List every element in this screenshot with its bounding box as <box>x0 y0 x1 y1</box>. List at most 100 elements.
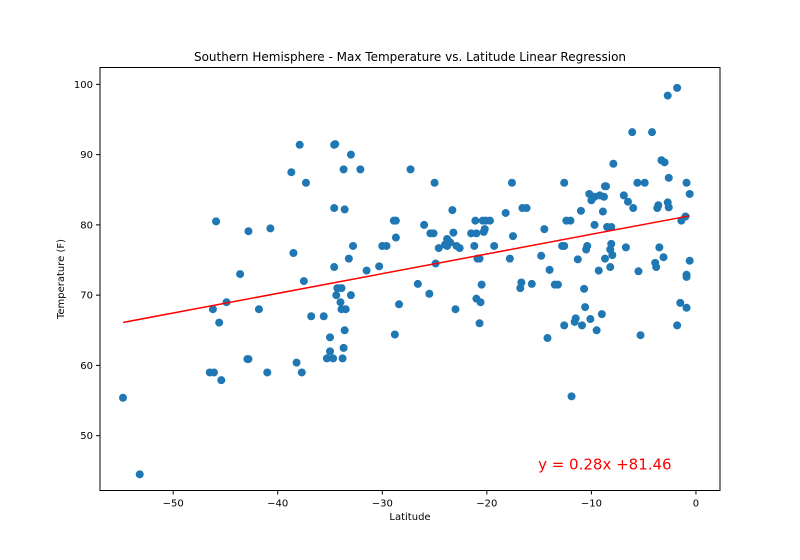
data-point <box>640 178 649 187</box>
data-point <box>598 207 607 216</box>
data-point <box>329 354 338 363</box>
data-point <box>634 267 643 276</box>
data-point <box>215 318 224 327</box>
data-point <box>581 303 590 312</box>
data-point <box>621 243 630 252</box>
data-point <box>507 178 516 187</box>
data-point <box>212 217 221 226</box>
data-point <box>217 376 226 385</box>
y-tick-label: 100 <box>74 80 93 91</box>
data-point <box>449 228 458 237</box>
data-point <box>597 310 606 319</box>
data-point <box>571 314 580 323</box>
data-point <box>522 204 531 213</box>
x-tick-label: −20 <box>476 499 497 510</box>
data-point <box>682 303 691 312</box>
regression-line-group <box>122 215 690 324</box>
data-point <box>430 178 439 187</box>
data-point <box>338 354 347 363</box>
data-point <box>322 354 331 363</box>
data-point <box>619 191 628 200</box>
data-point <box>586 315 595 324</box>
data-point <box>297 368 306 377</box>
data-point <box>266 224 275 233</box>
data-point <box>470 241 479 250</box>
data-point <box>607 239 616 248</box>
data-point <box>289 249 298 258</box>
data-point <box>448 206 457 215</box>
regression-line <box>122 215 690 324</box>
data-point <box>566 216 575 225</box>
data-point <box>119 393 128 402</box>
data-point <box>446 238 455 247</box>
y-tick-label: 90 <box>80 150 93 161</box>
data-point <box>607 223 616 232</box>
data-point <box>307 312 316 321</box>
data-point <box>337 284 346 293</box>
axes-frame <box>99 67 721 491</box>
y-tick-label: 70 <box>80 291 93 302</box>
data-point <box>676 298 685 307</box>
data-point <box>420 220 429 229</box>
data-point <box>609 159 618 168</box>
data-point <box>332 291 341 300</box>
data-point <box>356 165 365 174</box>
plot-area <box>99 67 721 491</box>
data-point <box>222 298 231 307</box>
data-point <box>673 83 682 92</box>
x-tick-label: −30 <box>372 499 393 510</box>
data-point <box>490 241 499 250</box>
data-point <box>682 272 691 281</box>
x-axis: −50 −40 −30 −20 −10 0 <box>163 490 699 510</box>
data-point <box>254 305 263 314</box>
data-point <box>540 225 549 234</box>
data-point <box>209 368 218 377</box>
scatter-points <box>119 83 694 479</box>
data-point <box>475 254 484 263</box>
data-point <box>594 266 603 275</box>
data-point <box>577 321 586 330</box>
data-point <box>319 312 328 321</box>
data-point <box>340 205 349 214</box>
data-point <box>326 347 335 356</box>
data-point <box>543 334 552 343</box>
data-point <box>390 330 399 339</box>
y-tick-label: 80 <box>80 220 93 231</box>
data-point <box>567 392 576 401</box>
data-point <box>346 291 355 300</box>
data-point <box>600 254 609 263</box>
data-point <box>391 216 400 225</box>
data-point <box>339 343 348 352</box>
data-point <box>659 253 668 262</box>
data-point <box>301 178 310 187</box>
data-point <box>655 243 664 252</box>
data-point <box>471 216 480 225</box>
data-point <box>599 192 608 201</box>
data-point <box>648 128 657 137</box>
data-point <box>654 201 663 210</box>
data-point <box>244 227 253 236</box>
data-point <box>480 225 489 234</box>
data-point <box>292 358 301 367</box>
chart-title: Southern Hemisphere - Max Temperature vs… <box>194 50 626 64</box>
data-point <box>673 321 682 330</box>
x-tick-label: −50 <box>163 499 184 510</box>
data-point <box>413 279 422 288</box>
data-point <box>340 326 349 335</box>
data-point <box>330 263 339 272</box>
data-point <box>580 284 589 293</box>
data-point <box>485 216 494 225</box>
x-tick-label: −10 <box>581 499 602 510</box>
data-point <box>560 178 569 187</box>
data-point <box>236 270 245 279</box>
data-point <box>244 355 253 364</box>
data-point <box>553 280 562 289</box>
data-point <box>331 140 340 149</box>
data-point <box>527 279 536 288</box>
data-point <box>349 241 358 250</box>
data-point <box>517 278 526 287</box>
data-point <box>560 241 569 250</box>
data-point <box>623 197 632 206</box>
